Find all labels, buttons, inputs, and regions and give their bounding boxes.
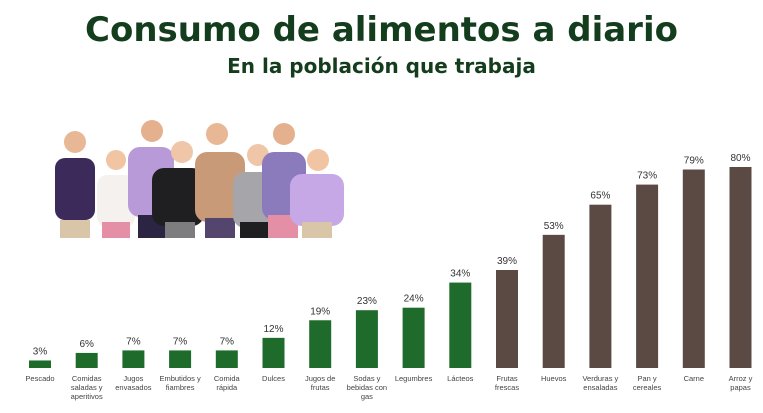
bar [636, 184, 659, 368]
chart-subtitle: En la población que trabaja [227, 54, 536, 78]
bar [682, 169, 705, 368]
value-label: 23% [357, 296, 377, 307]
bar [355, 310, 378, 368]
value-label: 19% [310, 306, 330, 317]
bar [215, 350, 238, 368]
bar [29, 360, 51, 368]
category-label: Comida rápida [213, 374, 240, 392]
value-label: 39% [497, 256, 517, 267]
bar [309, 320, 332, 368]
value-label: 80% [730, 153, 750, 164]
value-label: 7% [126, 336, 141, 347]
bar [169, 350, 192, 368]
category-label: Jugos de frutas [304, 374, 336, 392]
category-label: Jugos envasados [115, 374, 152, 392]
bar [729, 167, 752, 368]
bar [75, 352, 98, 368]
value-label: 6% [79, 339, 94, 350]
bar [262, 337, 285, 368]
value-label: 7% [220, 336, 235, 347]
chart-title: Consumo de alimentos a diario [85, 10, 678, 50]
bar [402, 307, 425, 368]
category-label: Legumbres [394, 374, 433, 383]
bar [496, 270, 518, 368]
bar [122, 350, 145, 368]
category-label: Carne [683, 374, 705, 383]
category-label: Arroz y papas [728, 374, 753, 392]
category-label: Huevos [540, 374, 567, 383]
value-label: 79% [684, 156, 704, 167]
category-label: Dulces [262, 374, 285, 383]
category-label: Verduras y ensaladas [582, 374, 619, 392]
value-label: 65% [590, 191, 610, 202]
value-label: 3% [33, 346, 48, 357]
category-label: Sodas y bebidas con gas [346, 374, 388, 401]
category-label: Comidas saladas y aperitivos [70, 374, 103, 401]
bar [589, 204, 612, 368]
value-label: 53% [544, 221, 564, 232]
value-label: 12% [263, 324, 283, 335]
bar [542, 234, 565, 368]
value-label: 24% [404, 294, 424, 305]
value-label: 73% [637, 171, 657, 182]
value-label: 34% [450, 269, 470, 280]
category-label: Pan y cereales [632, 374, 662, 392]
category-label: Frutas frescas [494, 374, 520, 392]
category-label: Embutidos y fiambres [159, 374, 201, 392]
value-label: 7% [173, 336, 188, 347]
category-label: Pescado [25, 374, 55, 383]
category-label: Lácteos [447, 374, 474, 383]
bar [449, 282, 472, 368]
people-illustration [55, 120, 344, 238]
